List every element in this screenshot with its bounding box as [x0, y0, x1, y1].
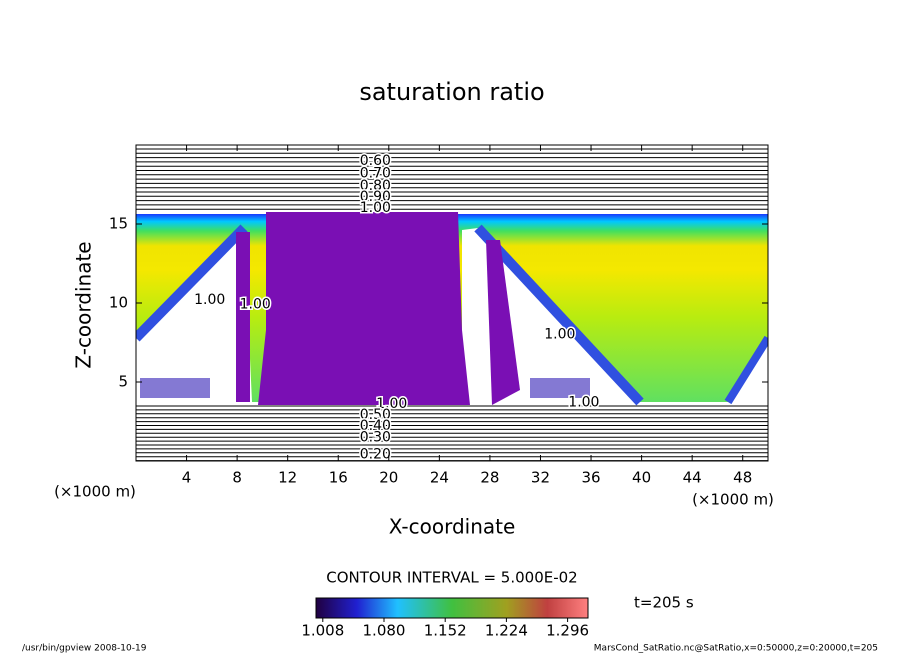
- x-tick-label: 28: [480, 469, 499, 487]
- contour-label: 0.40: [360, 418, 391, 434]
- y-tick-label: 5: [118, 373, 128, 391]
- colorbar-label: 1.008: [301, 622, 344, 640]
- x-tick-label: 16: [329, 469, 348, 487]
- x-tick-label: 44: [683, 469, 702, 487]
- x-tick-label: 8: [232, 469, 242, 487]
- contour-label: 1.00: [194, 292, 225, 308]
- x-tick-label: 4: [182, 469, 192, 487]
- contour-label: 1.00: [360, 200, 391, 216]
- x-tick-label: 36: [581, 469, 600, 487]
- contour-label: 1.00: [568, 395, 599, 411]
- contour-interval: CONTOUR INTERVAL = 5.000E-02: [326, 569, 577, 587]
- x-tick-label: 32: [531, 469, 550, 487]
- x-tick-label: 20: [379, 469, 398, 487]
- edge: [724, 335, 768, 405]
- saturated-region: [258, 212, 470, 405]
- y-unit-label: (×1000 m): [54, 483, 136, 501]
- footer-right: MarsCond_SatRatio.nc@SatRatio,x=0:50000,…: [594, 644, 878, 654]
- x-tick-label: 48: [733, 469, 752, 487]
- contour-label: 0.30: [360, 429, 391, 445]
- saturated-region: [140, 378, 210, 398]
- colorbar-label: 1.152: [424, 622, 467, 640]
- colorbar: [315, 597, 589, 619]
- contour-label: 0.50: [360, 407, 391, 423]
- saturated-region: [530, 378, 590, 398]
- chart-title: saturation ratio: [359, 78, 544, 106]
- x-tick-label: 24: [430, 469, 449, 487]
- colorbar-label: 1.080: [363, 622, 406, 640]
- contour-label: 0.90: [360, 189, 391, 205]
- contour-lines: [136, 148, 768, 461]
- x-tick-label: 12: [278, 469, 297, 487]
- y-axis-label: Z-coordinate: [72, 241, 96, 368]
- contour-label: 1.00: [544, 327, 575, 343]
- contour-label: 0.60: [360, 153, 391, 169]
- x-tick-label: 40: [632, 469, 651, 487]
- colorbar-label: 1.224: [485, 622, 528, 640]
- plot-area: 0.600.700.800.901.001.000.500.400.300.20…: [136, 145, 768, 463]
- edge: [136, 224, 248, 342]
- contour-label: 0.70: [360, 165, 391, 181]
- x-axis-label: X-coordinate: [389, 515, 516, 539]
- edge: [474, 224, 644, 406]
- time-label: t=205 s: [634, 594, 694, 612]
- contour-label: 0.20: [360, 447, 391, 463]
- y-tick-label: 10: [109, 294, 128, 312]
- saturated-region: [486, 240, 520, 405]
- x-unit-label: (×1000 m): [692, 491, 774, 509]
- saturated-region: [236, 232, 250, 402]
- contour-label: 1.00: [376, 396, 407, 412]
- dry-region: [136, 228, 252, 402]
- footer-left: /usr/bin/gpview 2008-10-19: [22, 644, 147, 654]
- y-tick-label: 15: [109, 215, 128, 233]
- contour-label: 1.00: [240, 297, 271, 313]
- contour-label: 0.80: [360, 178, 391, 194]
- colorbar-label: 1.296: [546, 622, 589, 640]
